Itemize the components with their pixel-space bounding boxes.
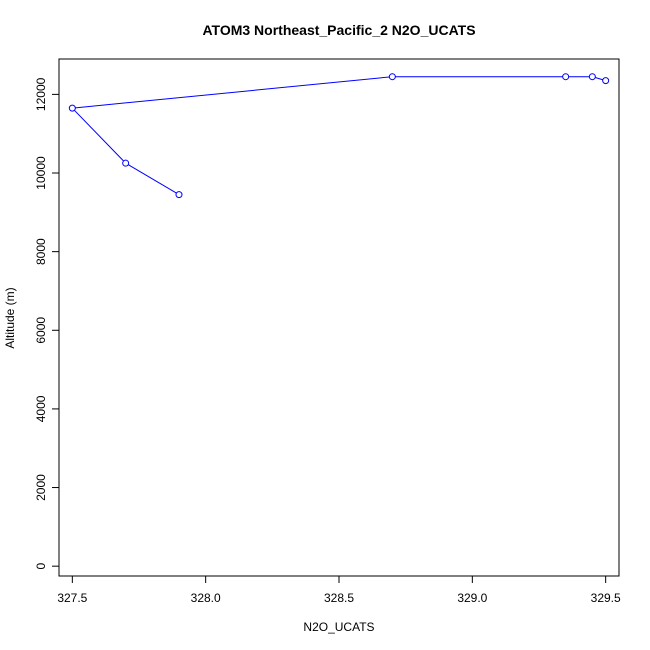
x-axis-label: N2O_UCATS [303,620,374,634]
y-axis: 0 2000 4000 6000 8000 10000 12000 [34,77,59,570]
y-tick-label: 8000 [34,238,48,265]
x-tick-label: 328.0 [191,591,221,605]
series-line-segment [74,109,124,162]
chart-title: ATOM3 Northeast_Pacific_2 N2O_UCATS [202,22,475,38]
data-point [602,77,610,85]
y-tick-label: 4000 [34,395,48,422]
x-tick-label: 329.0 [457,591,487,605]
y-tick-label: 12000 [34,77,48,111]
data-point [68,104,76,112]
y-tick-label: 6000 [34,317,48,344]
series-layer [68,73,610,199]
data-point [175,191,183,199]
x-axis: 327.5 328.0 328.5 329.0 329.5 [57,576,621,605]
series-line-segment [595,77,603,81]
series-line-segment [75,76,390,109]
y-axis-label: Altitude (m) [3,287,17,348]
x-tick-label: 328.5 [324,591,354,605]
data-point [122,159,130,167]
data-point [562,73,570,81]
x-tick-label: 327.5 [57,591,87,605]
y-tick-label: 0 [34,563,48,570]
data-point [388,73,396,81]
data-point [588,73,596,81]
y-tick-label: 10000 [34,156,48,190]
plot-frame [58,58,620,577]
y-tick-label: 2000 [34,474,48,501]
x-tick-label: 329.5 [591,591,621,605]
series-line-segment [127,164,177,194]
